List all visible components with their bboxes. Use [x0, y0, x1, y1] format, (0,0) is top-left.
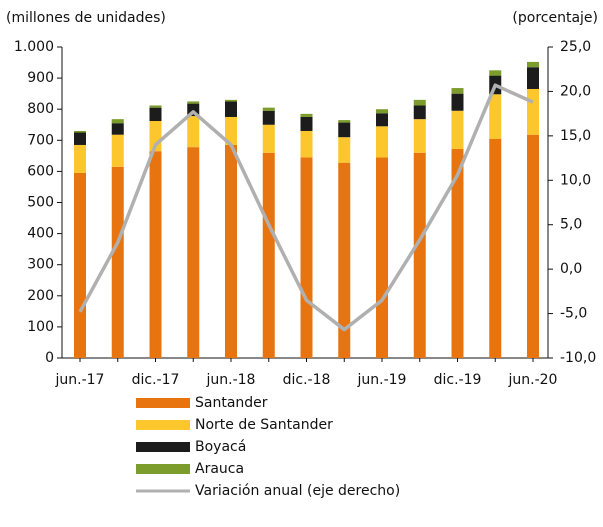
bar-segment [300, 130, 313, 158]
legend-swatch [136, 464, 190, 474]
bar-segment [527, 134, 539, 358]
y-tick-label: 600 [27, 163, 54, 179]
bar-segment [338, 137, 351, 163]
x-tick-label: jun.-20 [508, 372, 558, 388]
bar-segment [338, 162, 351, 358]
bar-segment [451, 110, 464, 150]
y2-tick-label: -5,0 [560, 306, 587, 322]
y-tick-label: 0 [45, 350, 54, 366]
bar-segment [187, 101, 200, 104]
bar-segment [451, 93, 464, 111]
bar-segment [413, 99, 426, 106]
legend-swatch [136, 442, 190, 452]
x-tick-label: jun.-19 [357, 372, 407, 388]
bar-segment [338, 120, 351, 123]
bar-segment [527, 61, 539, 68]
bar-segment [187, 116, 200, 148]
legend-swatch [136, 420, 190, 430]
bar-segment [262, 110, 275, 125]
y-tick-label: 100 [27, 319, 54, 335]
bar-segment [111, 134, 124, 167]
legend-swatch [136, 398, 190, 408]
bar-segment [489, 70, 502, 76]
bar-segment [376, 109, 388, 114]
bar-segment [451, 149, 464, 358]
legend-label: Norte de Santander [195, 417, 333, 433]
y-tick-label: 900 [27, 70, 54, 86]
y-axis-title: (millones de unidades) [6, 10, 166, 26]
bar-segment [300, 157, 313, 358]
bar-segment [149, 151, 162, 358]
line-series [78, 83, 534, 332]
legend-label: Arauca [195, 461, 244, 477]
bar-segment [300, 113, 313, 117]
bar-segment [300, 116, 313, 131]
bar-segment [262, 152, 275, 358]
x-tick-label: dic.-18 [283, 372, 331, 388]
bar-segment [74, 132, 86, 145]
bar-segment [376, 113, 388, 127]
bar-segment [413, 152, 426, 358]
bar-segment [262, 107, 275, 111]
y-tick-label: 500 [27, 195, 54, 211]
y2-tick-label: 10,0 [560, 172, 591, 188]
bar-segment [225, 144, 237, 358]
y-tick-label: 200 [27, 288, 54, 304]
y2-tick-label: 0,0 [560, 261, 582, 277]
bar-segment [149, 105, 162, 108]
bar-segment [262, 124, 275, 153]
bar-segment [338, 122, 351, 138]
x-tick-label: dic.-19 [434, 372, 482, 388]
y-tick-label: 700 [27, 132, 54, 148]
bar-segment [187, 147, 200, 358]
y-tick-label: 400 [27, 226, 54, 242]
bar-segment [413, 105, 426, 120]
bar-segment [489, 138, 502, 358]
bar-segment [74, 172, 86, 358]
x-tick-label: dic.-17 [132, 372, 180, 388]
bar-segment [225, 101, 237, 117]
x-tick-label: jun.-18 [206, 372, 256, 388]
bar-segment [376, 126, 388, 158]
legend-label: Variación anual (eje derecho) [195, 483, 400, 499]
bar-segment [451, 88, 464, 94]
y2-tick-label: 25,0 [560, 39, 591, 55]
bar-segment [225, 116, 237, 145]
y-tick-label: 1.000 [14, 39, 54, 55]
legend-label: Santander [195, 395, 268, 411]
y2-tick-label: -10,0 [560, 350, 596, 366]
bar-segment [489, 94, 502, 139]
bar-segment [74, 144, 86, 173]
bar-segment [376, 157, 388, 358]
bar-segment [149, 107, 162, 122]
y2-tick-label: 5,0 [560, 217, 582, 233]
y2-axis-title: (porcentaje) [512, 10, 598, 26]
y-tick-label: 300 [27, 257, 54, 273]
bar-segment [413, 119, 426, 153]
y2-tick-label: 20,0 [560, 83, 591, 99]
bar-segment [225, 99, 237, 102]
y-tick-label: 800 [27, 101, 54, 117]
bar-segment [111, 119, 124, 124]
x-tick-label: jun.-17 [55, 372, 105, 388]
y2-tick-label: 15,0 [560, 128, 591, 144]
bar-segment [527, 88, 539, 135]
bar-segment [527, 67, 539, 89]
bar-segment [74, 130, 86, 133]
legend-label: Boyacá [195, 439, 246, 455]
bar-segment [111, 166, 124, 358]
bar-segment [111, 123, 124, 135]
